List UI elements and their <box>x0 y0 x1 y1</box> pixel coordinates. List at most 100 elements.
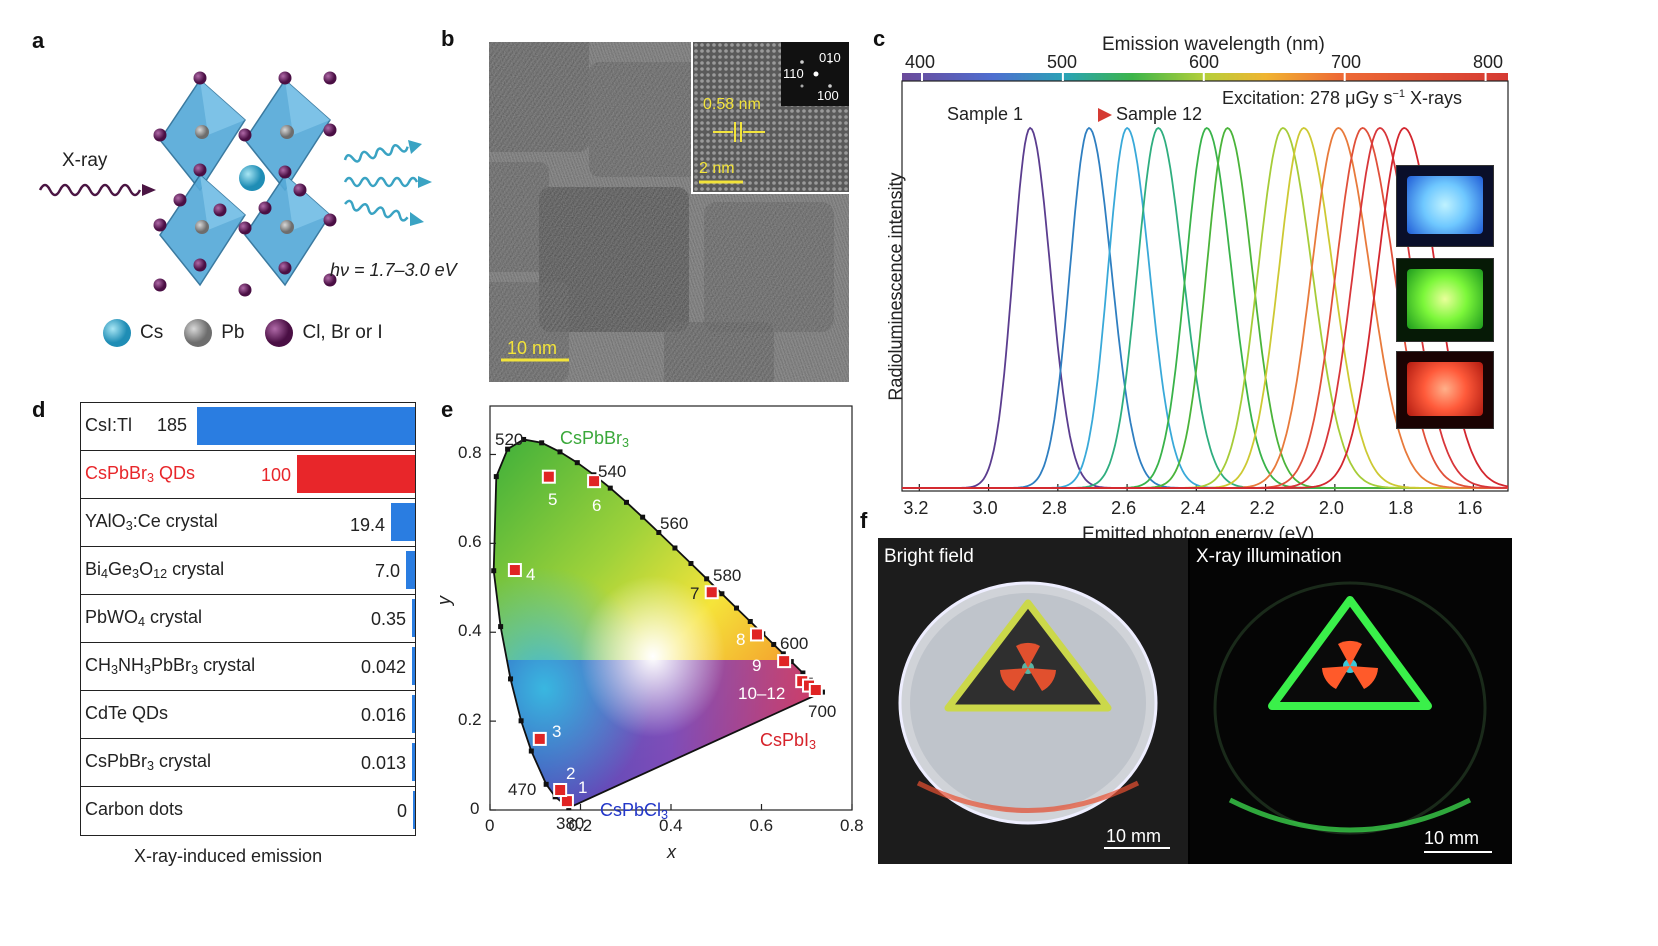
x-tick-1: 0.2 <box>568 816 593 835</box>
top-tick-500: 500 <box>1047 52 1078 72</box>
wl-470: 470 <box>508 780 537 799</box>
cie-point-label-10: 10–12 <box>738 684 786 703</box>
cie-point-7 <box>704 585 719 600</box>
emission-bar <box>297 455 415 493</box>
y-tick-0: 0 <box>470 799 480 818</box>
emission-bar <box>412 647 415 685</box>
sample-1-label: Sample 1 <box>947 104 1024 124</box>
panel-b-tem-image: 10 nm 0.58 nm 2 nm 010 110 100 <box>489 42 849 382</box>
cie-point-label-3: 3 <box>552 722 562 741</box>
panel-d: CsI:Tl 185 CsPbBr3 QDs 100 YAlO3:Ce crystal 1… <box>80 402 416 836</box>
pb-sphere-icon <box>184 319 213 347</box>
emission-value: 0.042 <box>360 657 406 677</box>
top-axis-label: Emission wavelength (nm) <box>1102 34 1325 55</box>
halide-atom <box>213 203 227 217</box>
emission-row: CsI:Tl 185 <box>81 403 415 451</box>
panel-label-e: e <box>441 397 454 422</box>
halide-atom <box>238 221 252 235</box>
x-tick-6: 2.0 <box>1318 498 1344 518</box>
x-tick-2: 2.8 <box>1041 498 1067 518</box>
wl-520: 520 <box>495 430 524 449</box>
bright-field-photo: Bright field 10 mm <box>878 538 1188 864</box>
halide-atom <box>173 193 187 207</box>
panel-d-title: X-ray-induced emission <box>134 846 323 866</box>
sample-arrowhead <box>1098 108 1112 122</box>
cie-point-5 <box>541 469 556 484</box>
red-scintillator-photo <box>1396 351 1494 429</box>
panel-f: Bright field 10 mm X-ray illumination 10… <box>878 538 1512 864</box>
emission-row: Carbon dots 0 <box>81 787 415 835</box>
perovskite-structure <box>38 71 432 297</box>
plot-frame <box>901 80 1509 492</box>
spectrum-sample-12 <box>902 127 1509 489</box>
legend-cs: Cs <box>102 318 163 348</box>
emission-value: 7.0 <box>374 561 400 581</box>
top-tick-400: 400 <box>905 52 936 72</box>
emission-bar <box>412 599 415 637</box>
halide-atom <box>323 213 337 227</box>
emission-row: Bi4Ge3O12 crystal 7.0 <box>81 547 415 595</box>
material-name: Carbon dots <box>85 799 184 819</box>
cie-point-label-7: 7 <box>690 584 700 603</box>
octahedra <box>153 71 337 297</box>
cie-point-9 <box>777 654 792 669</box>
pb-atom <box>195 220 209 234</box>
emission-arrowhead-1 <box>408 140 422 154</box>
xray-illumination-photo: X-ray illumination 10 mm <box>1190 538 1512 864</box>
halide-atom <box>238 283 252 297</box>
halide-atom <box>193 163 207 177</box>
excitation-label: Excitation: 278 μGy s−1 X-rays <box>1222 88 1463 108</box>
xray-wave <box>38 183 142 197</box>
halide-atom <box>278 165 292 179</box>
halide-atom <box>293 183 307 197</box>
pb-atom <box>280 125 294 139</box>
emission-value: 19.4 <box>349 515 385 535</box>
halide-atom <box>323 71 337 85</box>
y-tick-1: 0.2 <box>458 710 482 730</box>
emission-row: CdTe QDs 0.016 <box>81 691 415 739</box>
xray-arrowhead <box>142 184 156 196</box>
cs-sphere-icon <box>103 319 131 347</box>
halide-atom <box>238 128 252 142</box>
emission-row: PbWO4 crystal 0.35 <box>81 595 415 643</box>
emission-row: CsPbBr3 crystal 0.013 <box>81 739 415 787</box>
cie-y-label: y <box>434 596 454 605</box>
bright-field-scale-label: 10 mm <box>1106 826 1162 846</box>
cie-point-8 <box>749 627 764 642</box>
inset-scale-label: 2 nm <box>699 160 735 177</box>
wl-600: 600 <box>780 634 809 653</box>
halide-atom <box>278 71 292 85</box>
emission-bar <box>391 503 415 541</box>
wl-560: 560 <box>660 514 689 533</box>
panel-label-c: c <box>873 26 886 51</box>
emission-value: 0 <box>396 801 407 821</box>
cie-point-label-1: 1 <box>578 778 588 797</box>
panel-e-cie: 0 0.2 0.4 0.6 0.8 0 0.2 0.4 0.6 0.8 x y 520 540 560 580… <box>434 400 864 900</box>
emission-arrowhead-2 <box>418 176 432 188</box>
halide-atom <box>153 218 167 232</box>
material-name: CsI:Tl <box>85 415 132 435</box>
material-name: YAlO3:Ce crystal <box>85 511 218 534</box>
cie-point-label-2: 2 <box>566 764 576 783</box>
cie-point-label-4: 4 <box>526 565 536 584</box>
material-name: Bi4Ge3O12 crystal <box>85 559 225 582</box>
xray-illumination-label: X-ray illumination <box>1196 546 1342 567</box>
top-tick-800: 800 <box>1473 52 1504 72</box>
hrtem-inset: 0.58 nm 2 nm 010 110 100 <box>691 42 849 194</box>
cie-point-12 <box>808 683 823 698</box>
halide-atom <box>278 261 292 275</box>
x-tick-0: 0 <box>485 816 495 835</box>
emission-bar <box>412 695 415 733</box>
cie-diagram <box>489 405 853 811</box>
pb-atom <box>280 220 294 234</box>
x-tick-0: 3.2 <box>903 498 929 518</box>
fft-label-110: 110 <box>783 66 804 81</box>
xray-label: X-ray <box>62 150 108 171</box>
fft-label-100: 100 <box>817 88 839 103</box>
hrtem-inset-image <box>693 42 849 192</box>
emission-wave-1 <box>343 144 409 163</box>
emission-row: YAlO3:Ce crystal 19.4 <box>81 499 415 547</box>
wavelength-color-bar <box>902 73 1508 81</box>
halide-atom <box>323 123 337 137</box>
panel-c-spectra: Emission wavelength (nm) 400 500 600 700… <box>870 30 1650 550</box>
